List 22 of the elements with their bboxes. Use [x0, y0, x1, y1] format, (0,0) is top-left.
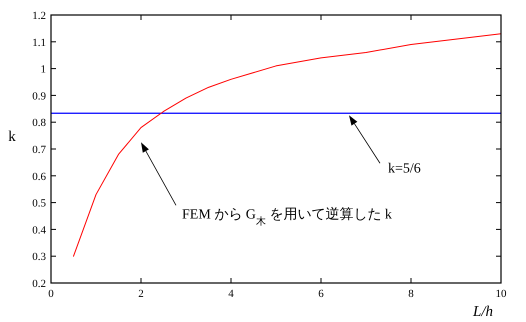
x-tick-label: 10 [496, 288, 507, 300]
y-tick-label: 0.6 [32, 170, 46, 183]
y-tick-label: 0.8 [32, 117, 46, 130]
y-tick-label: 1.1 [32, 36, 46, 49]
x-tick-label: 0 [48, 288, 54, 300]
x-tick-label: 2 [138, 288, 144, 300]
y-axis-title: k [8, 129, 16, 145]
x-axis-title: L/h [472, 304, 493, 320]
annotation: FEM から G$_{木}$ を用いて逆算した k [182, 206, 392, 227]
y-tick-label: 0.5 [32, 198, 46, 210]
y-tick-label: 0.3 [32, 251, 46, 264]
x-tick-label: 6 [318, 288, 324, 300]
y-tick-label: 0.7 [32, 144, 46, 156]
y-tick-label: 1 [40, 64, 46, 76]
y-tick-label: 1.2 [32, 10, 46, 22]
x-tick-label: 4 [228, 288, 234, 300]
x-tick-label: 8 [408, 288, 414, 300]
line-series [73, 33, 502, 257]
annotation: k=5/6 [388, 161, 421, 176]
y-tick-label: 0.2 [32, 278, 46, 290]
y-tick-label: 0.9 [32, 90, 46, 102]
y-tick-label: 0.4 [32, 224, 46, 236]
